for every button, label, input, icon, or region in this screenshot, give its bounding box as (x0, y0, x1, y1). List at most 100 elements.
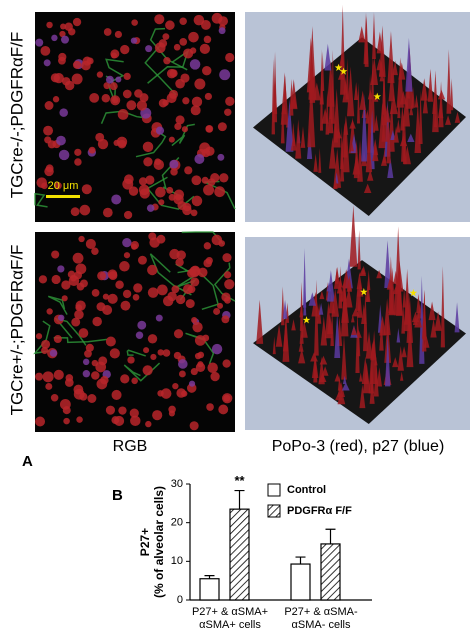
spike (298, 340, 304, 352)
spike (318, 302, 324, 315)
spike (403, 268, 411, 332)
column-label: PoPo-3 (red), p27 (blue) (272, 438, 445, 455)
spike (334, 127, 342, 139)
scale-bar (46, 195, 80, 198)
nucleus (190, 367, 198, 376)
nucleus (137, 320, 147, 330)
nucleus (71, 317, 81, 327)
nucleus (91, 371, 100, 380)
spike (432, 70, 439, 133)
nucleus (96, 378, 108, 390)
spike (416, 293, 421, 314)
nucleus (122, 289, 132, 299)
nucleus (60, 35, 70, 44)
nucleus (221, 292, 231, 302)
nucleus (110, 95, 121, 106)
spike (407, 133, 415, 142)
nucleus (82, 370, 91, 378)
nucleus (152, 410, 163, 421)
nucleus (128, 186, 139, 196)
nucleus (203, 258, 212, 268)
nucleus (163, 57, 171, 65)
nucleus (218, 27, 226, 35)
nucleus (102, 293, 109, 300)
spike (324, 43, 332, 71)
spike (326, 270, 335, 302)
nucleus (47, 140, 56, 149)
spike (372, 12, 376, 60)
nucleus (221, 315, 230, 324)
column-label: RGB (113, 438, 148, 455)
nucleus (68, 275, 80, 287)
surface-base (253, 37, 466, 217)
nucleus (111, 416, 120, 424)
spike (387, 30, 395, 84)
spike (367, 89, 373, 100)
nucleus (174, 122, 182, 131)
nucleus (58, 149, 70, 161)
spike (357, 286, 363, 318)
nucleus (162, 33, 170, 41)
spike (384, 240, 391, 288)
spike (300, 320, 308, 338)
fiber (147, 49, 190, 84)
spike (329, 93, 333, 120)
nucleus (38, 275, 48, 284)
nucleus (98, 356, 108, 366)
nucleus (145, 420, 152, 428)
nucleus (109, 82, 118, 91)
nucleus (219, 69, 231, 81)
y-tick-label: 20 (171, 517, 183, 529)
nucleus (175, 115, 185, 125)
spike (310, 352, 318, 362)
star-marker (409, 289, 418, 297)
spike (383, 105, 391, 123)
bar (229, 508, 250, 601)
nucleus (148, 232, 157, 241)
nucleus (147, 264, 158, 276)
nucleus (172, 382, 179, 390)
spike (367, 169, 374, 181)
nucleus (97, 138, 109, 150)
nucleus (183, 48, 194, 59)
nucleus (179, 38, 188, 46)
nucleus (72, 60, 82, 70)
nucleus (60, 23, 67, 30)
spike (351, 314, 355, 323)
nucleus (194, 154, 205, 164)
nucleus (147, 287, 159, 298)
nucleus (51, 274, 61, 285)
nucleus (170, 168, 178, 176)
nucleus (185, 299, 195, 309)
spike (359, 90, 367, 110)
spike (344, 287, 353, 308)
star-marker (339, 67, 348, 75)
spike (314, 279, 319, 356)
nucleus (45, 164, 54, 173)
nucleus (56, 135, 66, 146)
nucleus (103, 28, 112, 36)
nucleus (130, 415, 141, 427)
nucleus (78, 328, 89, 338)
nucleus (123, 252, 131, 259)
spike (298, 348, 306, 364)
panel-label: B (112, 487, 123, 504)
nucleus (59, 30, 66, 38)
bar (199, 578, 220, 601)
y-axis-label: (% of alveolar cells) (152, 486, 166, 598)
star-marker (302, 316, 311, 324)
nucleus (203, 184, 215, 196)
nucleus (111, 389, 122, 400)
spike (302, 248, 307, 308)
nucleus (210, 371, 220, 382)
spike (446, 49, 452, 114)
bar (290, 563, 311, 601)
nucleus (64, 22, 73, 31)
nucleus (157, 284, 168, 296)
spike (379, 315, 386, 336)
spike (271, 58, 276, 135)
spike (312, 82, 321, 101)
spike (337, 381, 345, 397)
nucleus (155, 126, 165, 135)
spike (334, 312, 341, 359)
